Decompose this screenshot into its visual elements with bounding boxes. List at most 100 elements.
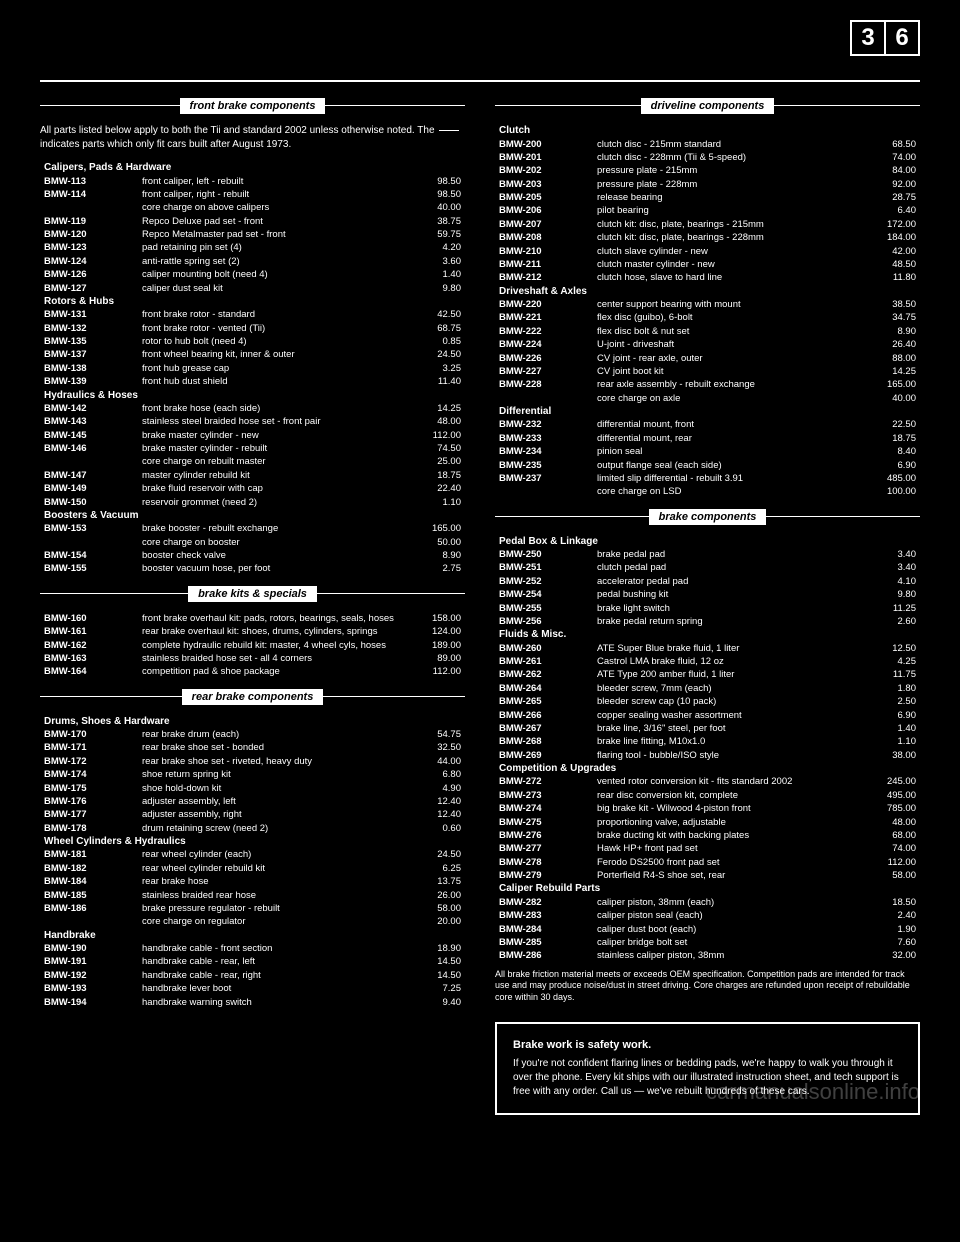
table-row: BMW-274big brake kit - Wilwood 4-piston …: [495, 802, 920, 815]
table-row: BMW-124anti-rattle spring set (2)3.60: [40, 255, 465, 268]
part-number: BMW-250: [495, 548, 593, 561]
part-description: core charge on axle: [593, 392, 862, 405]
part-price: 32.00: [862, 949, 920, 962]
part-number: BMW-176: [40, 795, 138, 808]
part-price: 112.00: [407, 429, 465, 442]
part-number: BMW-221: [495, 311, 593, 324]
table-row: BMW-145brake master cylinder - new112.00: [40, 429, 465, 442]
part-price: 9.80: [862, 588, 920, 601]
driveline-table: ClutchBMW-200clutch disc - 215mm standar…: [495, 124, 920, 499]
part-price: 1.10: [407, 495, 465, 508]
part-description: rear disc conversion kit, complete: [593, 789, 862, 802]
part-description: Ferodo DS2500 front pad set: [593, 856, 862, 869]
part-number: BMW-268: [495, 735, 593, 748]
part-number: BMW-135: [40, 335, 138, 348]
part-price: 92.00: [862, 178, 920, 191]
part-number: BMW-120: [40, 228, 138, 241]
front-brake-table: Calipers, Pads & HardwareBMW-113front ca…: [40, 161, 465, 576]
part-description: clutch pedal pad: [593, 561, 862, 574]
part-description: core charge on booster: [138, 536, 407, 549]
table-row: BMW-278Ferodo DS2500 front pad set112.00: [495, 856, 920, 869]
table-row: BMW-282caliper piston, 38mm (each)18.50: [495, 896, 920, 909]
part-description: clutch disc - 215mm standard: [593, 137, 862, 150]
part-price: 6.25: [407, 862, 465, 875]
part-description: caliper piston, 38mm (each): [593, 896, 862, 909]
part-description: handbrake warning switch: [138, 995, 407, 1008]
part-number: BMW-206: [495, 204, 593, 217]
part-description: caliper bridge bolt set: [593, 936, 862, 949]
part-price: 44.00: [407, 755, 465, 768]
table-row: BMW-267brake line, 3/16" steel, per foot…: [495, 722, 920, 735]
table-row: BMW-186brake pressure regulator - rebuil…: [40, 902, 465, 915]
part-price: 158.00: [407, 612, 465, 625]
part-price: 38.75: [407, 215, 465, 228]
part-description: bleeder screw cap (10 pack): [593, 695, 862, 708]
part-number: BMW-265: [495, 695, 593, 708]
part-price: 40.00: [407, 201, 465, 214]
table-row: BMW-262ATE Type 200 amber fluid, 1 liter…: [495, 668, 920, 681]
table-row: BMW-162complete hydraulic rebuild kit: m…: [40, 638, 465, 651]
part-price: 124.00: [407, 625, 465, 638]
part-description: handbrake cable - front section: [138, 942, 407, 955]
part-price: 11.40: [407, 375, 465, 388]
part-price: 89.00: [407, 652, 465, 665]
part-description: rear brake shoe set - bonded: [138, 741, 407, 754]
part-description: clutch kit: disc, plate, bearings - 215m…: [593, 218, 862, 231]
table-row: BMW-224U-joint - driveshaft26.40: [495, 338, 920, 351]
table-row: BMW-191handbrake cable - rear, left14.50: [40, 955, 465, 968]
part-price: 32.50: [407, 741, 465, 754]
part-description: pinion seal: [593, 445, 862, 458]
part-number: BMW-227: [495, 365, 593, 378]
part-price: 9.40: [407, 995, 465, 1008]
part-number: BMW-192: [40, 969, 138, 982]
part-description: anti-rattle spring set (2): [138, 255, 407, 268]
part-number: BMW-147: [40, 469, 138, 482]
part-description: caliper dust boot (each): [593, 922, 862, 935]
part-price: 18.50: [862, 896, 920, 909]
part-description: Castrol LMA brake fluid, 12 oz: [593, 655, 862, 668]
part-price: 28.75: [862, 191, 920, 204]
part-price: 68.00: [862, 829, 920, 842]
part-price: 1.10: [862, 735, 920, 748]
part-price: 12.40: [407, 808, 465, 821]
part-number: BMW-160: [40, 612, 138, 625]
table-row: BMW-147master cylinder rebuild kit18.75: [40, 469, 465, 482]
part-price: 50.00: [407, 536, 465, 549]
table-row: BMW-228rear axle assembly - rebuilt exch…: [495, 378, 920, 391]
table-row: core charge on booster50.00: [40, 536, 465, 549]
part-price: 189.00: [407, 638, 465, 651]
part-description: front brake rotor - standard: [138, 308, 407, 321]
part-number: BMW-285: [495, 936, 593, 949]
part-price: 88.00: [862, 351, 920, 364]
part-price: 11.75: [862, 668, 920, 681]
part-number: BMW-252: [495, 575, 593, 588]
part-description: CV joint - rear axle, outer: [593, 351, 862, 364]
part-price: 0.60: [407, 822, 465, 835]
table-row: BMW-202pressure plate - 215mm84.00: [495, 164, 920, 177]
table-row: BMW-276brake ducting kit with backing pl…: [495, 829, 920, 842]
part-number: [40, 915, 138, 928]
table-row: core charge on above calipers40.00: [40, 201, 465, 214]
part-description: caliper mounting bolt (need 4): [138, 268, 407, 281]
part-price: 165.00: [407, 522, 465, 535]
part-price: 112.00: [862, 856, 920, 869]
part-price: 8.90: [862, 325, 920, 338]
part-number: BMW-138: [40, 362, 138, 375]
part-number: BMW-273: [495, 789, 593, 802]
table-row: BMW-114front caliper, right - rebuilt98.…: [40, 188, 465, 201]
part-price: 8.90: [407, 549, 465, 562]
part-price: 84.00: [862, 164, 920, 177]
table-row: BMW-153brake booster - rebuilt exchange1…: [40, 522, 465, 535]
part-number: BMW-254: [495, 588, 593, 601]
part-description: brake master cylinder - rebuilt: [138, 442, 407, 455]
part-price: 165.00: [862, 378, 920, 391]
part-description: clutch master cylinder - new: [593, 258, 862, 271]
page-number: 3 6: [850, 20, 920, 56]
table-row: BMW-161rear brake overhaul kit: shoes, d…: [40, 625, 465, 638]
part-price: 25.00: [407, 455, 465, 468]
table-row: core charge on axle40.00: [495, 392, 920, 405]
group-header: Rotors & Hubs: [40, 295, 465, 308]
table-row: BMW-203pressure plate - 228mm92.00: [495, 178, 920, 191]
table-row: BMW-222flex disc bolt & nut set8.90: [495, 325, 920, 338]
group-header: Clutch: [495, 124, 920, 137]
